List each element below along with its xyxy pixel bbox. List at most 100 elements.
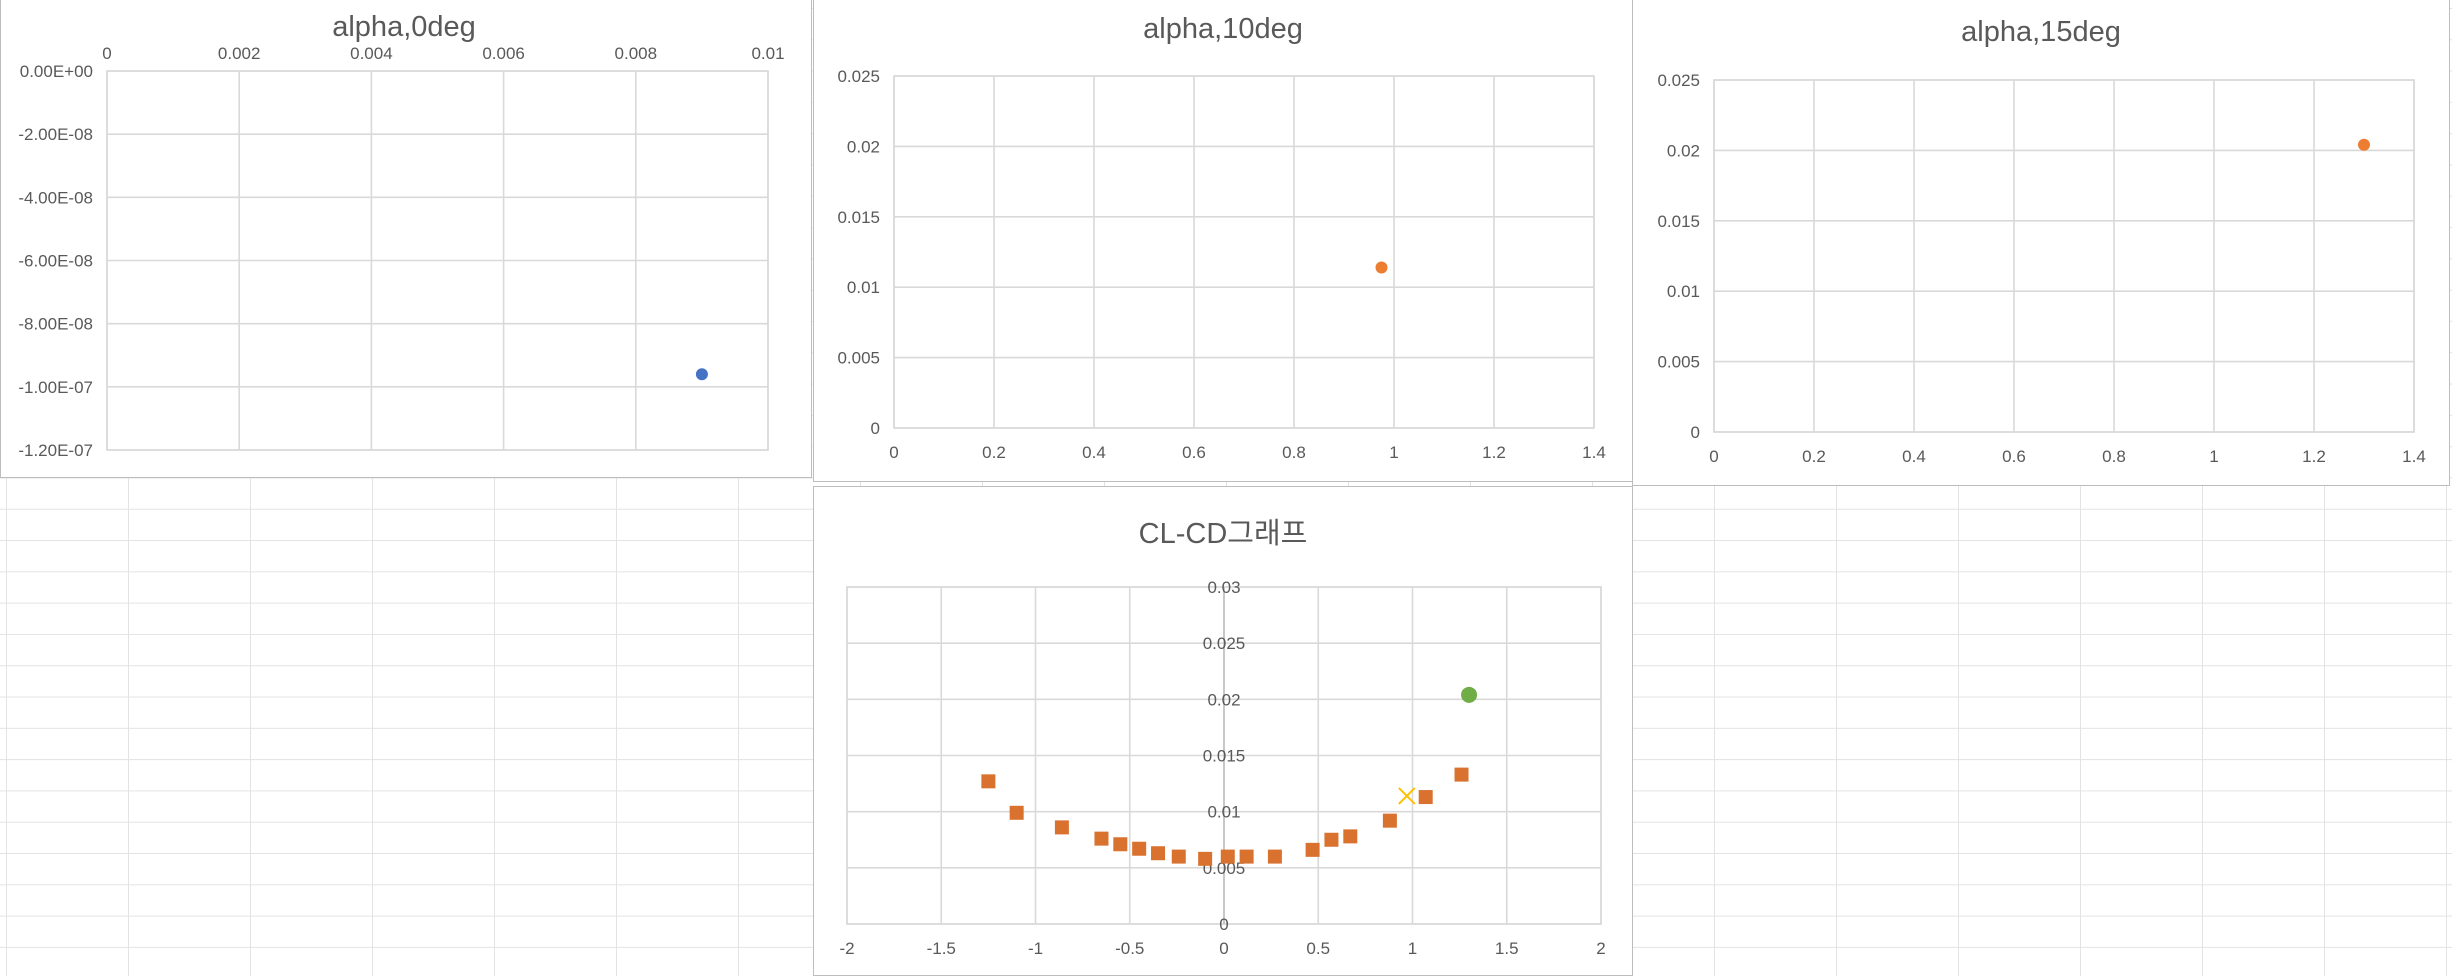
y-tick-label: 0: [1219, 915, 1228, 934]
x-tick-label: 0.2: [982, 443, 1006, 462]
data-point: [1054, 820, 1069, 835]
x-tick-label: 1: [1389, 443, 1398, 462]
data-point: [1305, 842, 1320, 857]
data-point: [1171, 849, 1186, 864]
x-tick-label: -0.5: [1115, 939, 1144, 958]
data-point: [1461, 686, 1478, 703]
data-points: [981, 686, 1478, 866]
x-tick-label: -1.5: [927, 939, 956, 958]
data-point: [695, 368, 708, 381]
data-point: [1343, 829, 1358, 844]
y-tick-label: -8.00E-08: [18, 315, 93, 334]
chart-alpha-15deg-svg: alpha,15deg 0 0.2 0.4 0.6 0.8 1 1.2 1.4 0.025 0.…: [1657, 16, 2425, 466]
data-point: [1267, 849, 1282, 864]
x-tick-label: 0.002: [218, 44, 261, 63]
x-tick-label: 0.008: [615, 44, 658, 63]
y-tick-label: 0.03: [1207, 578, 1240, 597]
chart-title: CL-CD그래프: [1139, 518, 1308, 550]
y-tick-label: -1.20E-07: [18, 441, 93, 460]
gridlines: [106, 70, 769, 451]
y-tick-label: 0.005: [837, 349, 880, 368]
chart-alpha-10deg[interactable]: alpha,10deg 0 0.2 0.4 0.6 0.8 1 1.2 1.4 0.025 0.…: [813, 0, 1633, 482]
data-point: [1198, 851, 1213, 866]
x-tick-labels: -2 -1.5 -1 -0.5 0 0.5 1 1.5 2: [839, 939, 1605, 958]
data-points: [1375, 261, 1388, 274]
plot-area: 0 0.2 0.4 0.6 0.8 1 1.2 1.4 0.0250.020.0150.010…: [837, 67, 1605, 462]
chart-alpha-0deg-svg: alpha,0deg 0 0.002 0.004 0.006 0.008 0.01 0.0…: [18, 11, 784, 460]
x-tick-label: 1: [1408, 939, 1417, 958]
x-tick-label: 1.2: [2302, 447, 2326, 466]
chart-alpha-0deg[interactable]: alpha,0deg 0 0.002 0.004 0.006 0.008 0.01 0.0…: [0, 0, 812, 478]
y-tick-label: 0.015: [837, 208, 880, 227]
data-point: [981, 774, 996, 789]
x-tick-label: -1: [1028, 939, 1043, 958]
y-tick-label: 0: [871, 419, 880, 438]
chart-title: alpha,0deg: [332, 11, 476, 43]
x-tick-label: 0: [102, 44, 111, 63]
x-tick-label: 1.4: [1582, 443, 1606, 462]
plot-area: 0 0.002 0.004 0.006 0.008 0.01 0.00E+00 -2.00E…: [18, 44, 784, 460]
data-point: [2358, 138, 2370, 151]
x-tick-label: 0.4: [1082, 443, 1106, 462]
x-tick-label: 1.4: [2402, 447, 2426, 466]
y-tick-label: 0.02: [847, 137, 880, 156]
y-tick-labels: 0.025 0.02 0.015 0.01 0.005 0: [837, 67, 880, 438]
x-tick-label: 1.5: [1495, 939, 1519, 958]
plot-border: [1713, 79, 2415, 433]
x-tick-label: 0: [1219, 939, 1228, 958]
data-point: [1220, 849, 1235, 864]
y-tick-label: -6.00E-08: [18, 252, 93, 271]
chart-cl-cd[interactable]: CL-CD그래프 -2 -1.5 -1 -0.5 0 0.5 1 1.5 2 0.03 0.025…: [813, 486, 1633, 976]
x-tick-label: 0.8: [2102, 447, 2126, 466]
y-tick-labels: 0.025 0.02 0.015 0.01 0.005 0: [1657, 71, 1700, 442]
data-point: [1151, 846, 1166, 861]
y-tick-label: -1.00E-07: [18, 378, 93, 397]
plot-area: -2 -1.5 -1 -0.5 0 0.5 1 1.5 2 0.03 0.025 0.02 0.015…: [839, 578, 1605, 958]
y-tick-label: 0.01: [847, 278, 880, 297]
plot-border: [893, 75, 1595, 429]
data-point: [1375, 261, 1388, 274]
data-point: [1454, 767, 1469, 782]
chart-cl-cd-svg: CL-CD그래프 -2 -1.5 -1 -0.5 0 0.5 1 1.5 2 0.03 0.025…: [839, 518, 1605, 958]
x-tick-label: 0: [889, 443, 898, 462]
data-point: [1132, 841, 1147, 856]
y-tick-label: 0.025: [1657, 71, 1700, 90]
x-tick-label: 0.2: [1802, 447, 1826, 466]
x-tick-label: 0.6: [2002, 447, 2026, 466]
data-points: [695, 368, 708, 381]
x-tick-label: 0.01: [751, 44, 784, 63]
data-point: [1398, 787, 1416, 805]
y-tick-label: -2.00E-08: [18, 125, 93, 144]
plot-area: 0 0.2 0.4 0.6 0.8 1 1.2 1.4 0.0250.020.0150.010…: [1657, 71, 2425, 466]
chart-title: alpha,10deg: [1143, 13, 1303, 45]
y-tick-label: 0.025: [1203, 634, 1246, 653]
chart-title: alpha,15deg: [1961, 16, 2121, 48]
x-tick-labels: 0 0.002 0.004 0.006 0.008 0.01: [102, 44, 784, 63]
x-tick-label: 0: [1709, 447, 1718, 466]
x-tick-labels: 0 0.2 0.4 0.6 0.8 1 1.2 1.4: [1709, 447, 2426, 466]
x-tick-label: 0.8: [1282, 443, 1306, 462]
data-point: [1239, 849, 1254, 864]
y-tick-label: -4.00E-08: [18, 188, 93, 207]
x-tick-labels: 0 0.2 0.4 0.6 0.8 1 1.2 1.4: [889, 443, 1606, 462]
gridlines: [1713, 79, 2415, 433]
y-tick-label: 0: [1691, 423, 1700, 442]
y-tick-label: 0.015: [1203, 747, 1246, 766]
data-point: [1324, 832, 1339, 847]
y-tick-label: 0.005: [1657, 353, 1700, 372]
gridlines: [893, 75, 1595, 429]
chart-alpha-10deg-svg: alpha,10deg 0 0.2 0.4 0.6 0.8 1 1.2 1.4 0.0250.…: [837, 13, 1605, 462]
chart-alpha-15deg[interactable]: alpha,15deg 0 0.2 0.4 0.6 0.8 1 1.2 1.4 0.025 0.…: [1632, 0, 2450, 486]
y-tick-label: 0.01: [1667, 282, 1700, 301]
y-tick-label: 0.02: [1667, 141, 1700, 160]
x-tick-label: 1: [2209, 447, 2218, 466]
data-point: [1094, 831, 1109, 846]
x-tick-label: 0.004: [350, 44, 393, 63]
y-tick-label: 0.025: [837, 67, 880, 86]
x-tick-label: -2: [839, 939, 854, 958]
x-tick-label: 2: [1596, 939, 1605, 958]
x-tick-label: 0.5: [1306, 939, 1330, 958]
x-tick-label: 0.4: [1902, 447, 1926, 466]
x-tick-label: 1.2: [1482, 443, 1506, 462]
x-tick-label: 0.006: [482, 44, 525, 63]
